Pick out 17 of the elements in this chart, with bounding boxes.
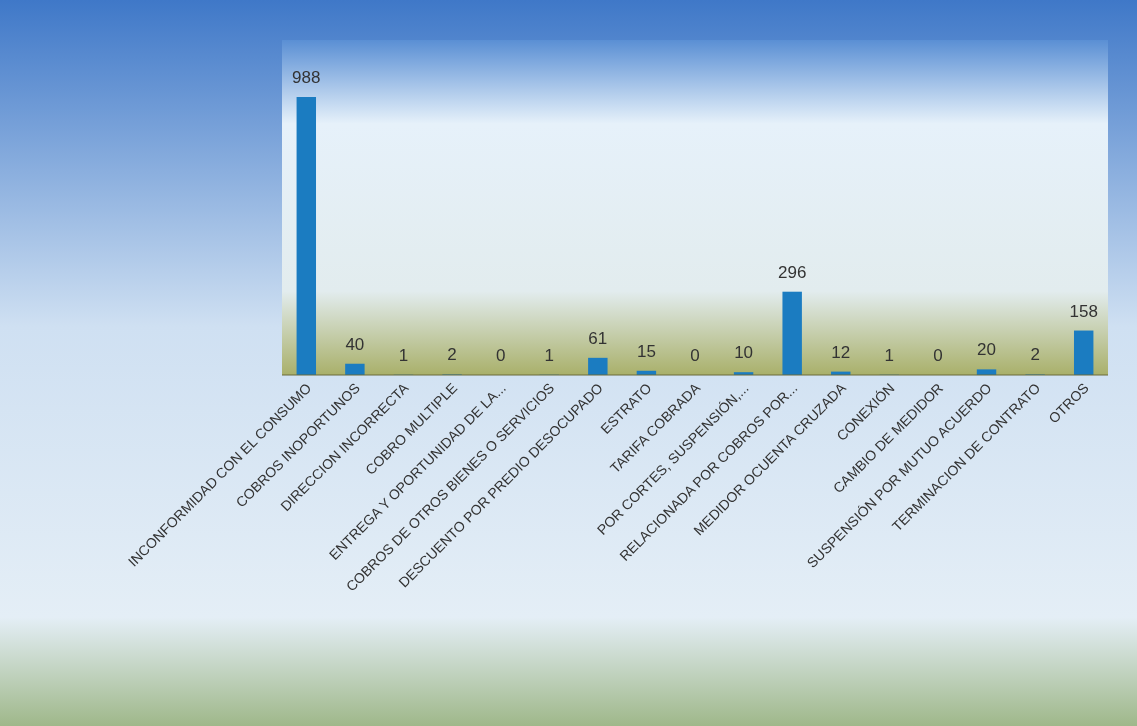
data-label: 15	[636, 341, 656, 361]
data-label: 1	[884, 345, 895, 365]
data-label: 0	[690, 346, 700, 365]
data-label: 1	[398, 345, 409, 365]
data-label: 2	[1030, 345, 1040, 365]
data-label: 158	[1069, 301, 1098, 321]
data-label: 40	[345, 334, 365, 354]
data-label: 61	[588, 328, 608, 348]
data-label: 1	[544, 345, 554, 365]
data-label: 0	[933, 346, 943, 365]
data-label: 12	[831, 342, 851, 362]
data-label: 2	[447, 345, 457, 365]
data-label: 10	[734, 343, 754, 363]
data-label: 988	[292, 68, 321, 87]
data-label: 296	[777, 262, 807, 282]
data-label: 0	[495, 346, 506, 365]
data-label: 20	[977, 340, 996, 360]
